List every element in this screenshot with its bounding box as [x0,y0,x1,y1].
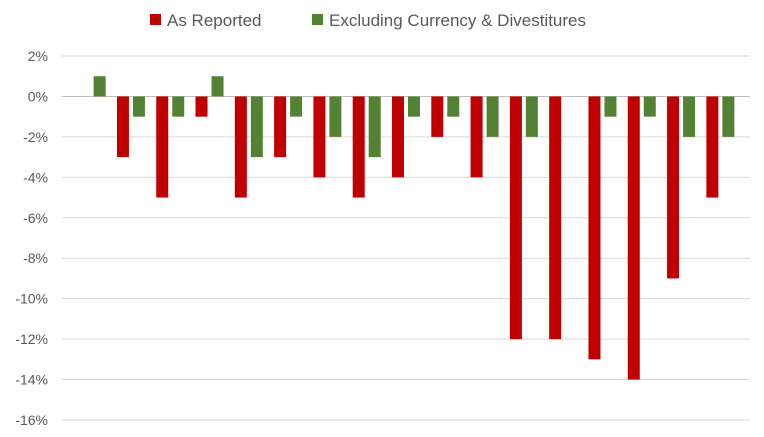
bar-excluding-currency-3 [211,76,224,97]
bar-excluding-currency-1 [132,96,145,117]
bar-as-reported-16 [706,96,719,198]
y-tick-label: -10% [15,291,48,307]
bar-as-reported-8 [392,96,404,178]
bar-as-reported-15 [667,96,680,279]
bar-excluding-currency-5 [290,96,303,117]
bar-as-reported-13 [588,96,601,360]
bar-excluding-currency-6 [329,96,342,137]
bar-excluding-currency-2 [172,96,185,117]
bar-excluding-currency-9 [447,96,460,117]
legend-as-reported-swatch [150,14,161,25]
bar-as-reported-4 [234,96,247,198]
y-tick-label: -8% [23,250,48,266]
bar-as-reported-11 [509,96,522,340]
y-tick-label: 0% [28,88,48,104]
bar-excluding-currency-11 [525,96,538,137]
y-axis-ticks: 2% 0% -2% -4% -6% -8% -10% -12% -14% -16% [15,48,48,428]
bar-as-reported-10 [470,96,483,178]
legend-as-reported-label: As Reported [167,11,262,30]
y-tick-label: -2% [23,129,48,145]
bar-as-reported-5 [274,96,287,158]
bar-excluding-currency-4 [250,96,263,158]
bar-as-reported-6 [313,96,326,178]
bar-excluding-currency-16 [722,96,735,137]
bar-as-reported-1 [116,96,129,158]
bar-excluding-currency-7 [368,96,381,158]
y-tick-label: -6% [23,210,48,226]
bar-as-reported-9 [431,96,444,137]
bar-excluding-currency-15 [683,96,696,137]
bar-as-reported-3 [195,96,208,117]
legend-excluding-currency-label: Excluding Currency & Divestitures [329,11,586,30]
bars [93,76,735,380]
y-tick-label: 2% [28,48,48,64]
y-tick-label: -16% [15,412,48,428]
y-tick-label: -4% [23,169,48,185]
y-tick-label: -12% [15,331,48,347]
y-tick-label: -14% [15,372,48,388]
bar-excluding-currency-8 [408,96,420,117]
bar-excluding-currency-14 [643,96,656,117]
legend: As Reported Excluding Currency & Divestit… [150,11,586,30]
bar-as-reported-7 [352,96,365,198]
bar-excluding-currency-0 [93,76,106,97]
bar-as-reported-12 [549,96,562,340]
bar-as-reported-14 [627,96,640,380]
bar-excluding-currency-10 [486,96,499,137]
bar-excluding-currency-13 [604,96,617,117]
bar-as-reported-2 [156,96,169,198]
legend-excluding-currency-swatch [312,14,323,25]
